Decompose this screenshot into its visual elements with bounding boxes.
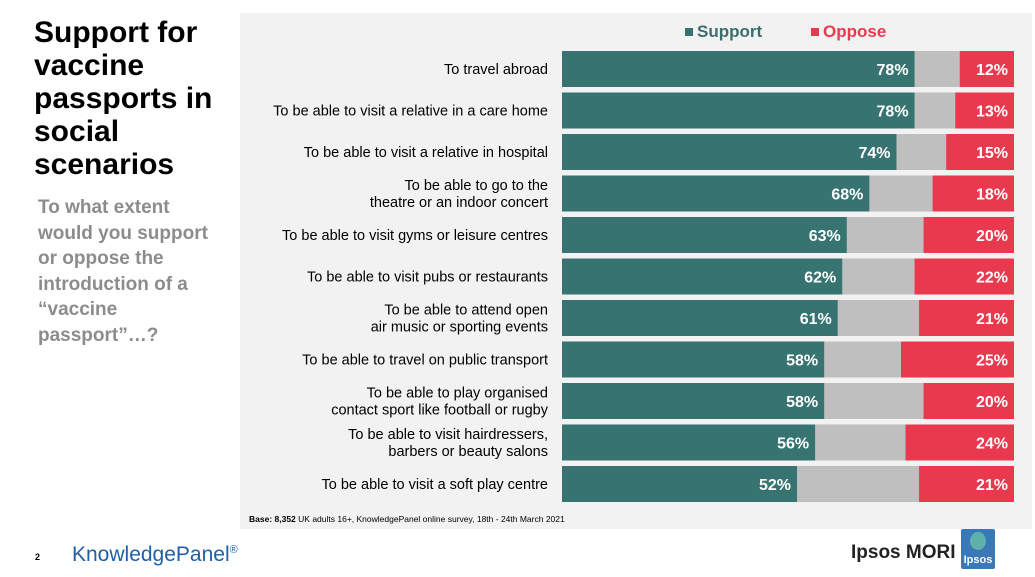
bar-support xyxy=(562,175,870,212)
data-label-support: 61% xyxy=(800,311,832,328)
bar-oppose xyxy=(905,424,1014,461)
data-label-support: 78% xyxy=(877,62,909,79)
bar-oppose xyxy=(923,383,1014,419)
slide-title: Support for vaccine passports in social … xyxy=(34,16,213,181)
bar-oppose xyxy=(901,341,1014,378)
category-label: To be able to visit gyms or leisure cent… xyxy=(282,228,548,244)
category-label: To be able to visit a relative in hospit… xyxy=(304,145,548,161)
data-label-support: 78% xyxy=(877,104,909,121)
survey-question: To what extent would you support or oppo… xyxy=(38,197,208,346)
bar-support xyxy=(562,466,798,502)
data-label-support: 74% xyxy=(858,145,890,162)
bar-support xyxy=(562,300,838,336)
bar-support xyxy=(562,217,847,253)
legend-oppose-swatch xyxy=(811,28,819,36)
bar-oppose xyxy=(919,466,1014,502)
registered-mark: ® xyxy=(229,544,238,556)
category-label: To be able to visit pubs or restaurants xyxy=(307,270,548,286)
bar-support xyxy=(562,258,843,295)
category-label: To travel abroad xyxy=(444,62,548,78)
base-label: Base: 8,352 xyxy=(249,514,296,524)
data-label-support: 56% xyxy=(777,436,809,453)
legend-oppose: Oppose xyxy=(811,22,886,42)
data-label-oppose: 12% xyxy=(976,62,1008,79)
category-label: To be able to go to the theatre or an ind… xyxy=(370,178,548,211)
data-label-oppose: 24% xyxy=(976,436,1008,453)
category-label: To be able to visit a soft play centre xyxy=(322,477,549,493)
base-note: Base: 8,352 UK adults 16+, KnowledgePane… xyxy=(249,514,565,524)
category-label: To be able to visit hairdressers, barbers… xyxy=(348,427,548,460)
legend-support-label: Support xyxy=(697,22,763,41)
data-label-support: 63% xyxy=(809,228,841,245)
data-label-oppose: 15% xyxy=(976,145,1008,162)
company-name: Ipsos MORI xyxy=(851,542,956,563)
data-label-oppose: 18% xyxy=(976,187,1008,204)
data-label-support: 62% xyxy=(804,270,836,287)
legend-support-swatch xyxy=(685,28,693,36)
data-label-oppose: 21% xyxy=(976,477,1008,494)
stacked-bar-chart: 78% 12% To travel abroad 78% 13% To be able t… xyxy=(273,51,1014,502)
bar-oppose xyxy=(914,258,1014,295)
bar-oppose xyxy=(946,134,1014,170)
data-label-oppose: 22% xyxy=(976,270,1008,287)
bar-oppose xyxy=(923,217,1014,253)
bar-support xyxy=(562,51,915,87)
ipsos-logo-icon: Ipsos xyxy=(961,529,995,569)
category-label: To be able to travel on public transport xyxy=(302,353,548,369)
bar-oppose xyxy=(932,175,1014,212)
page-number: 2 xyxy=(35,552,41,562)
legend-support: Support xyxy=(685,22,762,42)
base-text: UK adults 16+, KnowledgePanel online sur… xyxy=(295,514,565,524)
bar-oppose xyxy=(955,92,1014,129)
bar-oppose xyxy=(959,51,1014,87)
bar-support xyxy=(562,424,816,461)
bar-support xyxy=(562,92,915,129)
category-label: To be able to visit a relative in a care… xyxy=(273,104,548,120)
data-label-oppose: 13% xyxy=(976,104,1008,121)
bar-support xyxy=(562,341,825,378)
data-label-support: 68% xyxy=(831,187,863,204)
data-label-oppose: 21% xyxy=(976,311,1008,328)
legend-oppose-label: Oppose xyxy=(823,22,887,41)
data-label-support: 58% xyxy=(786,394,818,411)
ipsos-logo-text: Ipsos xyxy=(963,554,993,566)
data-label-oppose: 25% xyxy=(976,353,1008,370)
category-label: To be able to attend open air music or sp… xyxy=(371,303,548,336)
data-label-oppose: 20% xyxy=(976,228,1008,245)
bar-support xyxy=(562,134,897,170)
knowledgepanel-logo-text: KnowledgePanel xyxy=(72,543,230,566)
data-label-oppose: 20% xyxy=(976,394,1008,411)
bar-support xyxy=(562,383,825,419)
bar-oppose xyxy=(919,300,1014,336)
knowledgepanel-logo: KnowledgePanel® xyxy=(72,543,238,567)
category-label: To be able to play organised contact spor… xyxy=(331,386,549,419)
data-label-support: 58% xyxy=(786,353,818,370)
data-label-support: 52% xyxy=(759,477,791,494)
